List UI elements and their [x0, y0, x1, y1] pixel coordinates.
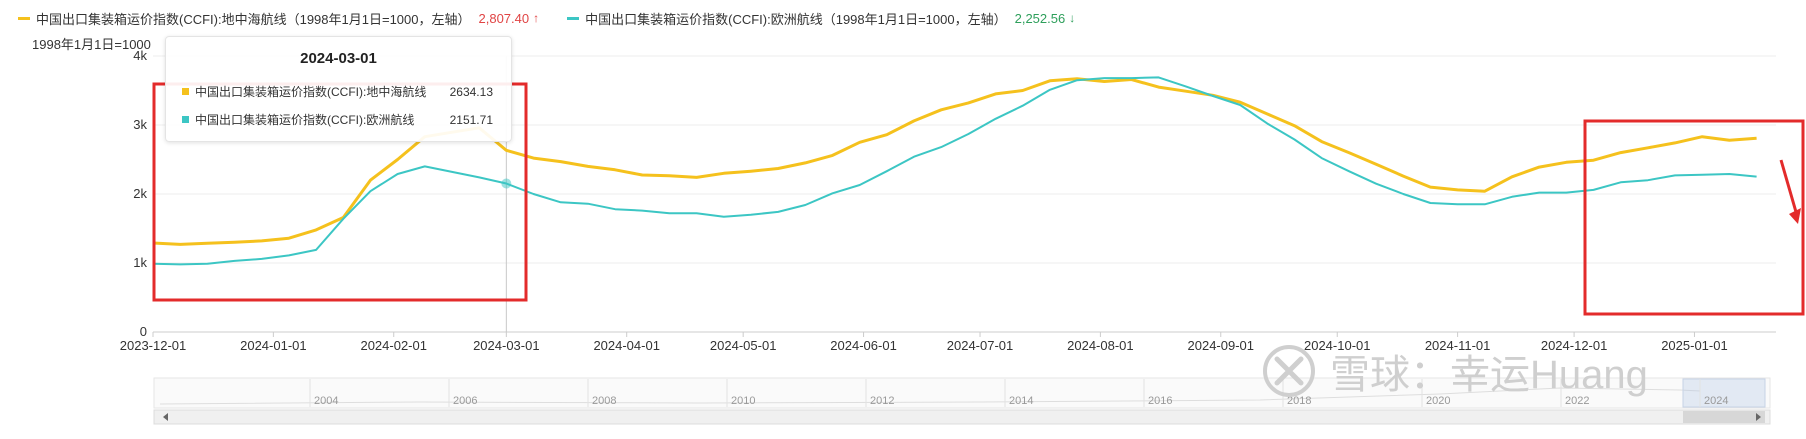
- watermark: 雪球：幸运Huang: [1262, 342, 1648, 400]
- tooltip-name-europe: 中国出口集装箱运价指数(CCFI):欧洲航线: [195, 113, 415, 127]
- legend-swatch-mediterranean: [18, 16, 30, 20]
- x-axis-ticks: 2023-12-01 2024-01-01 2024-02-01 2024-03-01…: [120, 332, 1728, 353]
- navigator-selection: [1682, 378, 1766, 408]
- x-tick-label: 2025-01-01: [1661, 338, 1728, 353]
- legend-label-europe: 中国出口集装箱运价指数(CCFI):欧洲航线（1998年1月1日=1000，左轴…: [585, 11, 1007, 27]
- legend: 中国出口集装箱运价指数(CCFI):地中海航线（1998年1月1日=1000，左…: [18, 8, 1103, 28]
- x-tick-label: 2024-12-01: [1541, 338, 1608, 353]
- tooltip: 2024-03-01 中国出口集装箱运价指数(CCFI):地中海航线 2634.…: [165, 36, 512, 142]
- navigator-minimap-line: [159, 387, 1701, 405]
- tooltip-value-mediterranean: 2634.13: [449, 84, 493, 99]
- x-tick-label: 2024-07-01: [947, 338, 1014, 353]
- navigator-tick-label: 2018: [1287, 395, 1311, 407]
- xueqiu-logo-icon: [1263, 345, 1315, 397]
- x-tick-label: 2024-09-01: [1188, 338, 1255, 353]
- navigator-tick-label: 2006: [453, 395, 477, 407]
- x-tick-label: 2024-05-01: [710, 338, 777, 353]
- annotation-arrow-head: [1789, 208, 1801, 224]
- navigator-tick-label: 2014: [1009, 395, 1033, 407]
- x-tick-label: 2024-02-01: [360, 338, 427, 353]
- y-tick-label: 1k: [133, 255, 147, 270]
- navigator-tick-label: 2024: [1704, 395, 1728, 407]
- legend-item-mediterranean[interactable]: 中国出口集装箱运价指数(CCFI):地中海航线（1998年1月1日=1000，左…: [18, 9, 539, 28]
- watermark-text: 雪球：幸运Huang: [1330, 353, 1648, 397]
- series-line-mediterranean: [152, 77, 1757, 246]
- navigator-scrollbar-track: [153, 409, 1771, 425]
- x-tick-label: 2024-03-01: [473, 338, 540, 353]
- tooltip-dot-mediterranean: [182, 88, 189, 95]
- legend-value-europe: 2,252.56: [1014, 10, 1066, 26]
- legend-swatch-europe: [567, 16, 580, 20]
- navigator-tick-label: 2008: [592, 395, 616, 407]
- annotation-arrow-shaft: [1779, 159, 1798, 213]
- navigator-track: [153, 377, 1771, 409]
- tooltip-row-mediterranean: 中国出口集装箱运价指数(CCFI):地中海航线 2634.13: [182, 83, 493, 100]
- highlight-box-right: [1583, 119, 1805, 316]
- navigator-tick-label: 2012: [870, 395, 894, 407]
- base-note: 1998年1月1日=1000: [32, 37, 151, 52]
- y-tick-label: 4k: [133, 48, 147, 63]
- hover-marker: [501, 178, 512, 189]
- up-arrow-icon: ↑: [533, 11, 540, 25]
- legend-label-mediterranean: 中国出口集装箱运价指数(CCFI):地中海航线（1998年1月1日=1000，左…: [36, 11, 471, 27]
- tooltip-dot-europe: [182, 116, 189, 123]
- navigator-tick-label: 2004: [314, 395, 338, 407]
- legend-value-mediterranean: 2,807.40: [478, 10, 530, 26]
- series-lines: [152, 76, 1757, 266]
- x-tick-label: 2024-06-01: [830, 338, 897, 353]
- y-tick-label: 3k: [133, 117, 147, 132]
- tooltip-name-mediterranean: 中国出口集装箱运价指数(CCFI):地中海航线: [195, 85, 427, 99]
- navigator-tick-label: 2010: [731, 395, 755, 407]
- x-tick-label: 2024-11-01: [1425, 338, 1491, 353]
- scroll-right-icon: [1756, 413, 1761, 421]
- x-tick-label: 2023-12-01: [120, 338, 187, 353]
- x-tick-label: 2024-08-01: [1067, 338, 1134, 353]
- y-tick-label: 0: [140, 324, 147, 339]
- y-tick-label: 2k: [133, 186, 147, 201]
- navigator-tick-label: 2022: [1565, 395, 1589, 407]
- x-tick-label: 2024-04-01: [593, 338, 660, 353]
- legend-item-europe[interactable]: 中国出口集装箱运价指数(CCFI):欧洲航线（1998年1月1日=1000，左轴…: [567, 9, 1075, 28]
- tooltip-row-europe: 中国出口集装箱运价指数(CCFI):欧洲航线 2151.71: [182, 111, 493, 128]
- tooltip-value-europe: 2151.71: [449, 112, 493, 127]
- x-tick-label: 2024-10-01: [1304, 338, 1371, 353]
- down-arrow-icon: ↓: [1069, 11, 1076, 25]
- x-tick-label: 2024-01-01: [240, 338, 307, 353]
- series-line-europe: [152, 76, 1757, 266]
- navigator-tick-label: 2020: [1426, 395, 1450, 407]
- navigator-scrollbar-thumb: [1683, 411, 1765, 423]
- tooltip-date: 2024-03-01: [300, 50, 377, 67]
- navigator-tick-label: 2016: [1148, 395, 1172, 407]
- scroll-left-icon: [163, 413, 168, 421]
- y-axis-ticks: 0 1k 2k 3k 4k: [133, 48, 147, 339]
- range-navigator[interactable]: 2004 2006 2008 2010 2012 2014 2016 2018 2020 2022…: [153, 377, 1771, 425]
